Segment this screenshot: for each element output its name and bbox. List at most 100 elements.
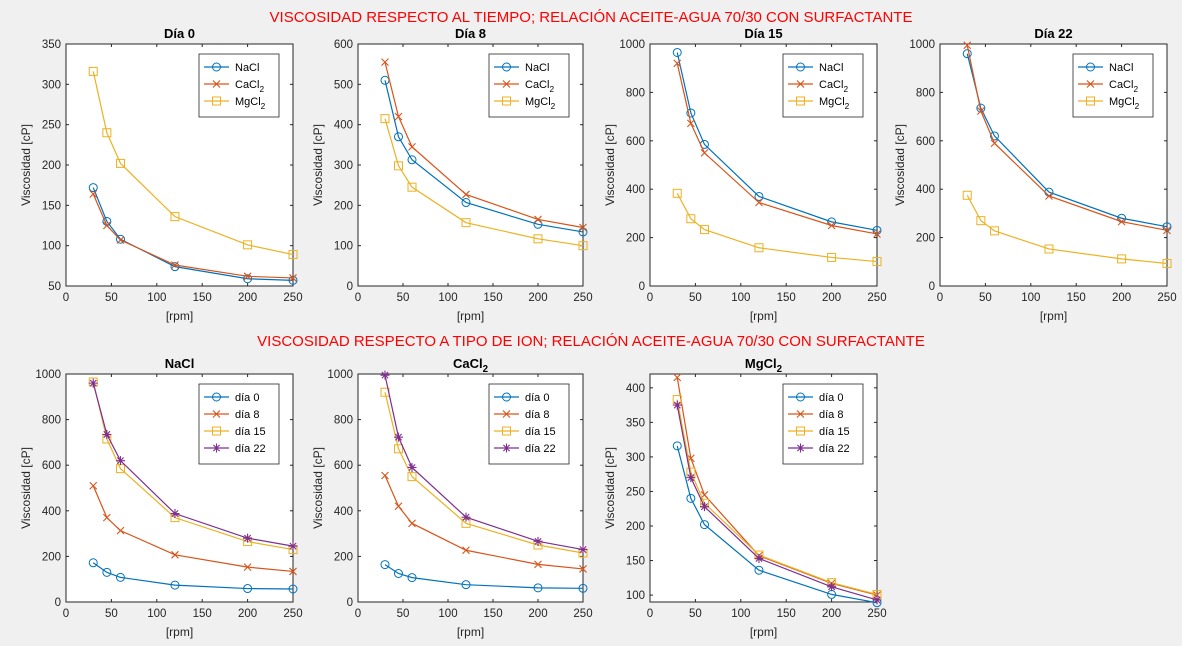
x-tick-label: 150 — [483, 292, 502, 304]
data-point — [171, 261, 179, 269]
data-point — [827, 221, 836, 230]
data-point — [962, 49, 972, 59]
data-point — [170, 212, 180, 222]
data-point — [963, 41, 972, 50]
data-point — [462, 546, 470, 555]
legend-marker — [796, 443, 805, 453]
legend-marker — [212, 426, 221, 436]
x-tick-label: 50 — [397, 608, 410, 620]
series-line-2 — [384, 475, 584, 570]
data-point — [989, 131, 999, 141]
legend-marker — [502, 62, 511, 72]
subplot-5: 0 50 100 150 200 250 0 200 400 600 800 1000 [rpm] Vis… — [19, 356, 303, 639]
data-point — [990, 139, 999, 148]
data-point — [699, 520, 709, 530]
data-point — [171, 550, 179, 559]
y-tick-label: 150 — [42, 200, 61, 212]
x-tick-label: 0 — [63, 608, 69, 620]
y-axis-label: Viscosidad [cP] — [19, 447, 33, 529]
x-axis-label: [rpm] — [166, 625, 193, 639]
x-axis-label: [rpm] — [750, 309, 777, 323]
data-point — [579, 565, 587, 573]
y-tick-label: 800 — [626, 87, 645, 99]
x-tick-label: 150 — [777, 292, 796, 304]
y-axis-label: Viscosidad [cP] — [603, 447, 617, 529]
legend-entry: día 8 — [525, 409, 549, 421]
legend-entry: NaCl — [819, 62, 843, 74]
data-point — [394, 502, 403, 511]
data-point — [872, 595, 882, 605]
data-point — [381, 471, 389, 480]
x-axis-label: [rpm] — [457, 309, 484, 323]
data-point — [1044, 244, 1054, 254]
data-point — [672, 188, 682, 198]
x-tick-label: 0 — [63, 292, 69, 304]
legend-entry: día 8 — [235, 409, 259, 421]
data-point — [1045, 192, 1053, 200]
legend: NaCl CaCl2 MgCl2 — [198, 53, 280, 118]
legend-marker — [212, 410, 221, 418]
series-line-1 — [384, 564, 584, 589]
x-tick-label: 50 — [689, 608, 702, 620]
x-tick-label: 100 — [147, 608, 166, 620]
data-point — [754, 243, 764, 253]
data-point — [686, 493, 696, 503]
y-tick-label: 300 — [626, 452, 645, 464]
data-point — [673, 59, 682, 68]
data-point — [672, 441, 682, 451]
data-point — [461, 198, 471, 208]
x-axis-label: [rpm] — [1040, 309, 1067, 323]
y-tick-label: 200 — [626, 521, 645, 533]
legend-marker — [212, 96, 221, 106]
y-tick-label: 600 — [334, 460, 353, 472]
y-tick-label: 200 — [42, 551, 61, 563]
legend-entry: día 15 — [819, 426, 850, 438]
legend-box — [198, 53, 280, 118]
y-tick-label: 200 — [334, 200, 353, 212]
data-point — [288, 275, 298, 285]
x-tick-label: 200 — [238, 292, 257, 304]
data-point — [243, 274, 253, 284]
y-tick-label: 1000 — [35, 369, 61, 381]
series-line-2 — [92, 485, 294, 573]
y-tick-label: 350 — [626, 417, 645, 429]
data-point — [380, 114, 390, 124]
legend-entry: NaCl — [1109, 62, 1133, 74]
y-tick-label: 0 — [929, 281, 935, 293]
data-point — [115, 234, 125, 244]
legend: NaCl CaCl2 MgCl2 — [488, 53, 570, 118]
data-point — [872, 257, 882, 267]
data-point — [243, 240, 253, 250]
legend-marker — [796, 410, 805, 418]
legend-entry: CaCl2 — [819, 79, 848, 94]
legend-marker — [1086, 96, 1095, 106]
data-point — [115, 158, 125, 168]
data-point — [394, 161, 403, 171]
x-tick-label: 50 — [689, 292, 702, 304]
data-point — [1163, 226, 1171, 235]
data-point — [407, 182, 417, 192]
x-tick-label: 0 — [355, 292, 361, 304]
x-tick-label: 100 — [731, 292, 750, 304]
data-point — [394, 444, 403, 454]
series-line-2 — [384, 62, 584, 229]
legend: día 0 día 8 día 15 día 22 — [488, 383, 570, 465]
legend-marker — [212, 443, 221, 453]
y-axis-label: Viscosidad [cP] — [311, 447, 325, 529]
series-line-1 — [92, 562, 294, 590]
y-tick-label: 600 — [334, 39, 353, 51]
data-point — [102, 128, 112, 138]
legend-marker — [502, 80, 511, 88]
subplot-title: CaCl2 — [453, 356, 489, 375]
legend-entry: MgCl2 — [525, 96, 556, 111]
y-tick-label: 600 — [916, 136, 935, 148]
legend: NaCl CaCl2 MgCl2 — [1072, 53, 1154, 118]
data-point — [243, 533, 253, 543]
series-line-1 — [384, 80, 584, 233]
x-tick-label: 100 — [438, 292, 457, 304]
data-point — [534, 215, 542, 224]
legend-entry: día 22 — [525, 443, 556, 455]
legend-entry: CaCl2 — [525, 79, 554, 94]
x-tick-label: 200 — [822, 292, 841, 304]
